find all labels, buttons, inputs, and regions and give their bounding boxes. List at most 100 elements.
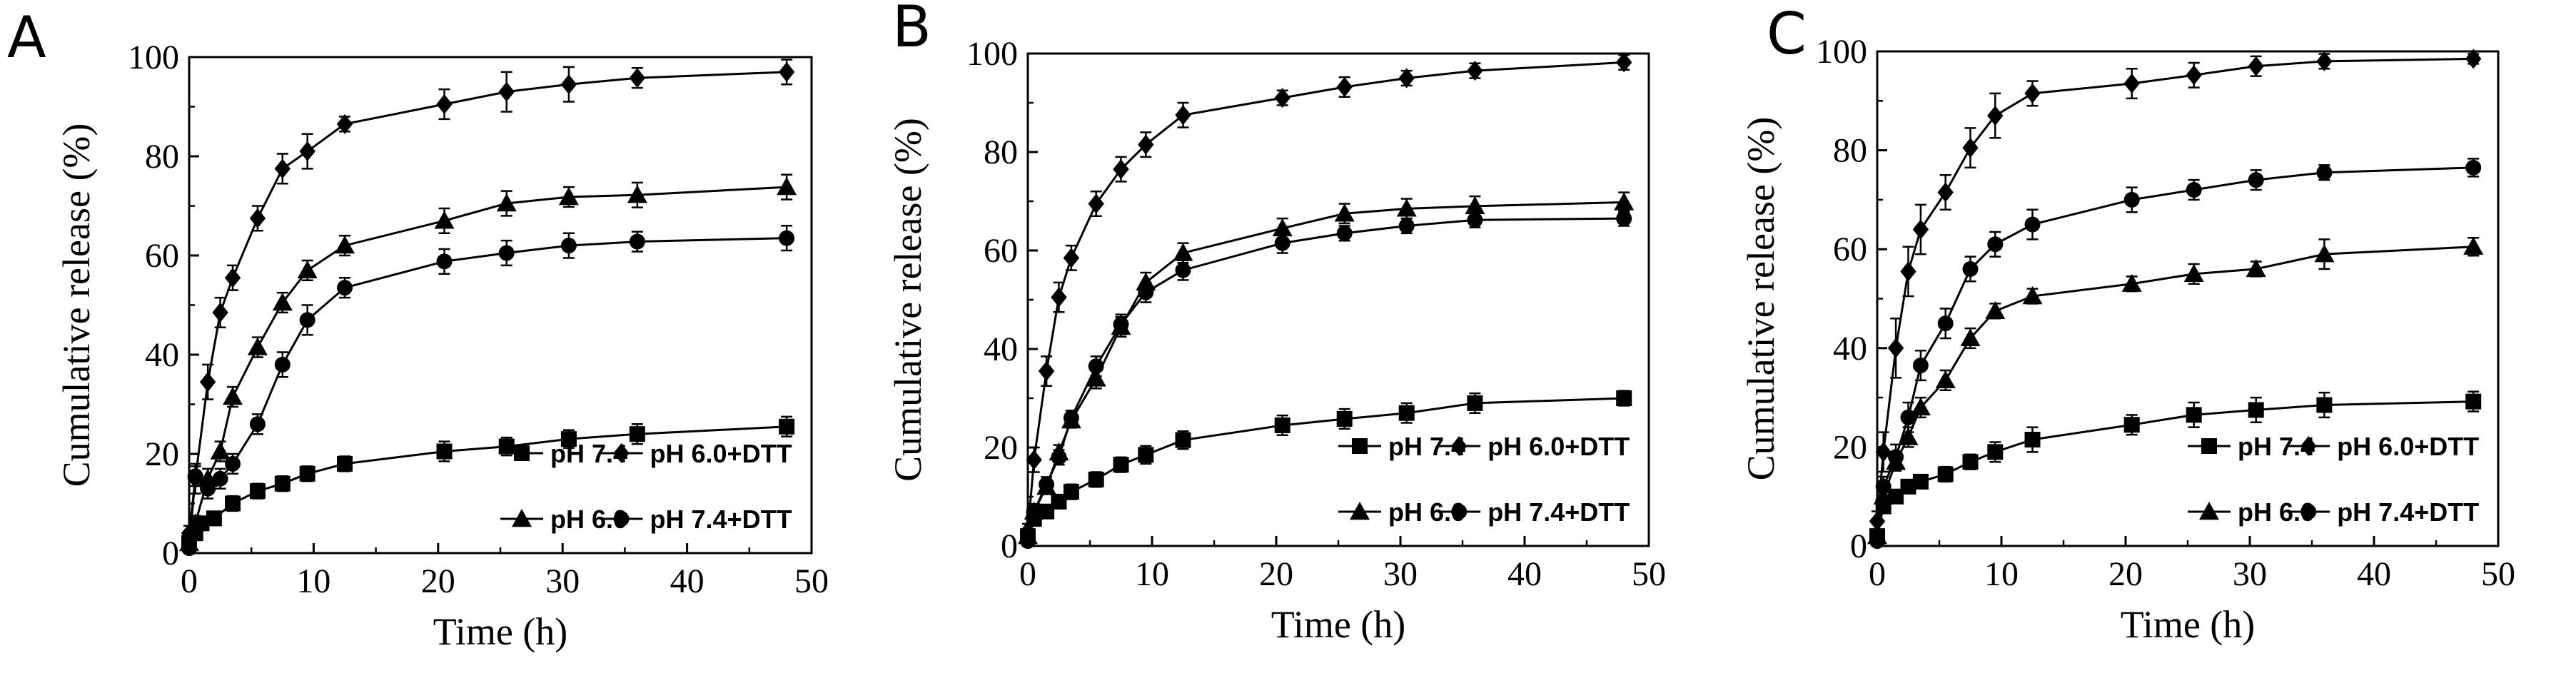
data-point — [1063, 484, 1079, 500]
data-point — [2316, 397, 2333, 413]
data-point — [779, 230, 795, 246]
y-tick-label: 60 — [145, 237, 179, 275]
data-point — [200, 480, 216, 497]
y-tick-label: 80 — [984, 133, 1018, 171]
x-axis-title: Time (h) — [433, 610, 568, 653]
data-point — [1274, 88, 1290, 108]
data-point — [1038, 361, 1055, 382]
data-point — [1616, 211, 1632, 227]
y-tick-label: 0 — [1850, 527, 1867, 565]
x-tick-label: 40 — [1507, 555, 1542, 593]
data-point — [1875, 478, 1891, 495]
data-point — [1960, 328, 1981, 347]
data-point — [2024, 216, 2041, 233]
data-point — [436, 253, 453, 270]
data-point — [1467, 212, 1483, 228]
data-point — [436, 443, 453, 460]
data-point — [1900, 409, 1916, 425]
data-point — [1985, 300, 2006, 320]
data-point — [1175, 262, 1191, 278]
data-point — [1987, 444, 2004, 460]
data-point — [498, 438, 515, 455]
x-tick-label: 40 — [2357, 555, 2391, 593]
data-point — [1937, 466, 1954, 482]
data-point — [629, 68, 646, 88]
data-point — [337, 280, 353, 296]
data-point — [272, 293, 293, 311]
data-point — [2465, 393, 2482, 410]
data-point — [2314, 244, 2335, 263]
data-point — [249, 208, 266, 228]
data-point — [206, 510, 222, 527]
data-point — [1887, 338, 1904, 358]
x-tick-label: 50 — [1632, 555, 1666, 593]
data-point — [2248, 172, 2264, 188]
data-point — [1900, 261, 1916, 282]
y-tick-label: 40 — [1833, 330, 1867, 368]
legend-marker — [1451, 504, 1468, 520]
legend-marker — [613, 443, 630, 463]
legend-marker — [613, 511, 630, 527]
y-tick-label: 20 — [984, 429, 1018, 467]
data-point — [2463, 236, 2484, 255]
data-point — [496, 193, 517, 212]
data-point — [1272, 218, 1293, 237]
y-tick-label: 60 — [984, 232, 1018, 270]
data-point — [1173, 243, 1193, 261]
data-point — [1912, 358, 1929, 374]
data-point — [2248, 402, 2264, 418]
data-point — [1912, 473, 1929, 490]
data-point — [1088, 193, 1104, 214]
data-point — [2248, 56, 2264, 76]
data-point — [1138, 134, 1154, 155]
data-point — [2316, 164, 2333, 181]
x-tick-label: 50 — [794, 562, 829, 600]
data-point — [2246, 258, 2266, 278]
legend-label: pH 6.0+DTT — [650, 439, 792, 468]
y-tick-label: 100 — [966, 35, 1018, 73]
data-point — [223, 387, 243, 405]
data-point — [434, 211, 455, 229]
legend-marker — [514, 445, 530, 461]
data-point — [210, 441, 231, 460]
data-point — [1113, 159, 1129, 180]
data-point — [2121, 273, 2142, 292]
data-point — [299, 465, 315, 482]
data-point — [181, 540, 197, 557]
data-point — [2465, 49, 2482, 69]
data-point — [299, 312, 315, 328]
data-point — [1020, 533, 1036, 550]
legend-marker — [2300, 504, 2317, 520]
data-point — [560, 431, 577, 447]
series-line — [1026, 61, 1625, 532]
data-point — [1898, 427, 1919, 445]
series-ph-7-4 — [1869, 390, 2482, 545]
data-point — [1869, 511, 1886, 532]
y-tick-label: 100 — [128, 39, 179, 76]
series-ph-6-0-dtt — [181, 59, 795, 544]
legend-marker — [2201, 438, 2217, 454]
data-point — [1962, 138, 1979, 158]
data-point — [274, 475, 291, 492]
data-point — [1051, 287, 1067, 308]
data-point — [629, 233, 645, 250]
data-point — [1467, 61, 1483, 81]
y-tick-label: 40 — [145, 336, 179, 374]
data-point — [1088, 471, 1104, 487]
data-point — [1175, 105, 1191, 126]
x-tick-label: 20 — [1259, 555, 1293, 593]
series-ph-7-4-dtt — [1020, 210, 1632, 550]
series-line — [1026, 217, 1625, 542]
series-ph-6-0 — [179, 173, 797, 552]
chart-panel-c: C 0 10 20 30 40 50 0 20 40 60 80 100 Time (h) Cumulati… — [1739, 1, 2515, 646]
data-point — [224, 268, 241, 288]
data-point — [1051, 449, 1067, 465]
data-point — [1987, 236, 2004, 253]
data-point — [2316, 51, 2333, 71]
data-point — [1937, 315, 1954, 332]
data-point — [2123, 191, 2140, 208]
y-tick-label: 80 — [1833, 132, 1867, 170]
data-point — [1136, 272, 1156, 291]
data-point — [777, 177, 797, 196]
legend-label: pH 6.0+DTT — [1487, 432, 1630, 461]
